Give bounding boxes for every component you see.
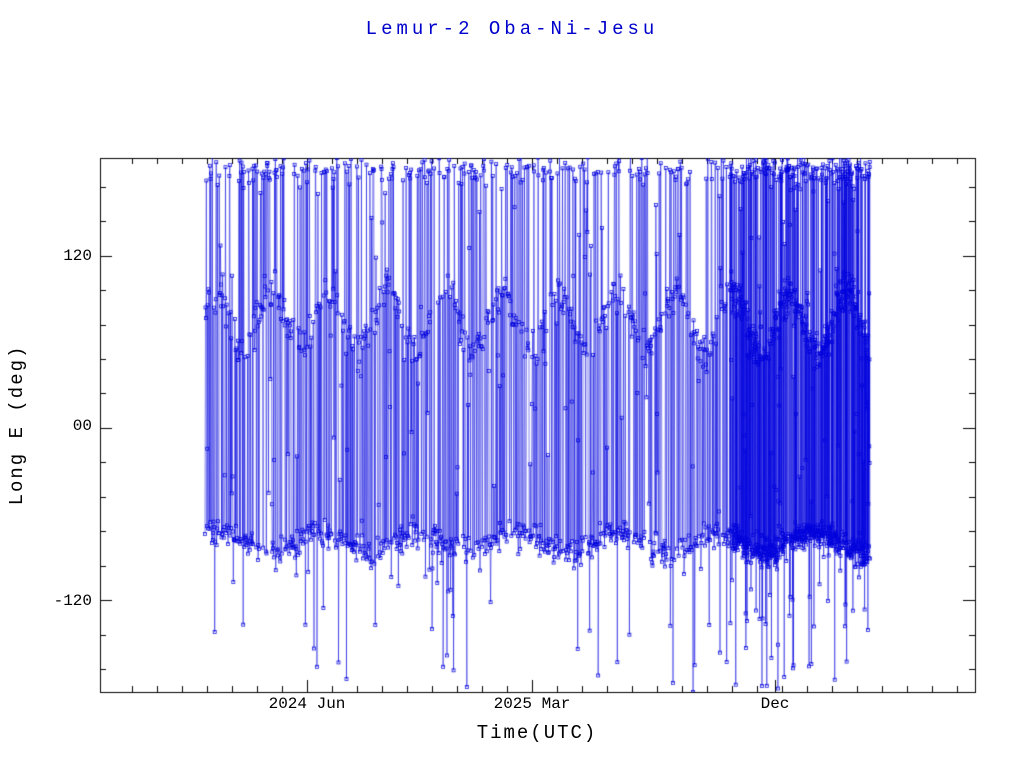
y-tick-label: 00 xyxy=(72,417,92,435)
x-tick-label: Dec xyxy=(760,695,790,713)
y-tick-label: -120 xyxy=(53,592,92,610)
x-tick-label: 2024 Jun xyxy=(268,695,346,713)
chart-title: Lemur-2 Oba-Ni-Jesu xyxy=(365,18,659,40)
x-tick-label: 2025 Mar xyxy=(493,695,571,713)
y-tick-label: 120 xyxy=(63,247,92,265)
x-axis-label: Time(UTC) xyxy=(476,722,598,744)
